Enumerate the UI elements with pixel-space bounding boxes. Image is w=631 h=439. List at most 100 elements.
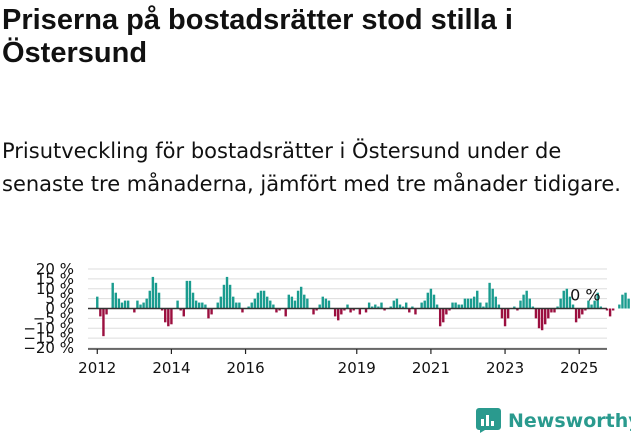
bar xyxy=(324,298,328,309)
bar xyxy=(460,304,464,309)
bar xyxy=(442,308,445,323)
bar xyxy=(179,308,182,311)
bar xyxy=(392,300,396,309)
newsworthy-logo-icon xyxy=(476,408,501,433)
bar xyxy=(207,308,210,319)
bar xyxy=(624,292,627,309)
bar xyxy=(611,308,615,311)
price-change-bar-chart: 20 %15 %10 %5 %0 %−5 %−10 %−15 %−20 % 20… xyxy=(23,260,630,377)
bar xyxy=(500,308,504,319)
bar xyxy=(377,306,380,309)
bar xyxy=(299,286,303,309)
bar xyxy=(380,302,383,309)
x-tick-label: 2016 xyxy=(226,359,264,377)
bar xyxy=(247,306,250,309)
bar xyxy=(414,308,417,315)
bar xyxy=(111,282,114,309)
bar xyxy=(404,302,408,309)
bar xyxy=(318,304,321,309)
bar xyxy=(164,308,167,323)
bar xyxy=(516,308,519,311)
bar xyxy=(176,300,179,309)
bar xyxy=(340,308,343,315)
bar xyxy=(565,288,569,309)
bar xyxy=(584,308,587,311)
bar xyxy=(182,308,185,317)
bar xyxy=(408,308,411,313)
bar xyxy=(423,300,426,309)
bar xyxy=(547,308,550,319)
x-axis-labels: 2012 2014 2016 2019 2021 2023 2025 xyxy=(78,349,598,377)
bar xyxy=(136,300,139,309)
bar xyxy=(235,302,238,309)
bar xyxy=(238,302,241,309)
y-tick-label: −15 % xyxy=(23,329,74,347)
bar xyxy=(151,276,155,309)
bar xyxy=(120,302,124,309)
bar xyxy=(296,290,300,309)
bar xyxy=(256,292,260,309)
bar xyxy=(476,290,479,309)
bar xyxy=(448,308,451,311)
y-tick-label: 5 % xyxy=(45,290,74,308)
bar xyxy=(426,292,430,309)
bar xyxy=(312,308,315,315)
bar xyxy=(337,308,340,321)
bar xyxy=(154,282,158,309)
bar xyxy=(170,308,173,325)
bar xyxy=(219,296,223,309)
bar xyxy=(438,308,442,327)
y-tick-label: 10 % xyxy=(36,280,74,298)
bar xyxy=(568,296,572,309)
bar xyxy=(228,284,232,309)
bar xyxy=(123,300,127,309)
bar xyxy=(105,308,108,315)
bar xyxy=(562,290,565,309)
bar xyxy=(469,298,473,309)
bar xyxy=(556,306,559,309)
x-tick-label: 2023 xyxy=(486,359,524,377)
bar xyxy=(485,302,488,309)
bar xyxy=(420,302,423,309)
bar xyxy=(482,306,485,309)
y-tick-label: −10 % xyxy=(23,319,74,337)
bar xyxy=(126,300,130,309)
bar xyxy=(303,294,306,309)
bar xyxy=(358,308,362,315)
bar xyxy=(574,308,578,323)
bar xyxy=(488,282,491,309)
bar xyxy=(590,304,593,309)
bars xyxy=(96,276,630,337)
bar xyxy=(367,302,371,309)
y-tick-label: 15 % xyxy=(36,270,74,288)
bar xyxy=(411,306,414,309)
bar xyxy=(269,300,272,309)
bar xyxy=(225,276,229,309)
bar xyxy=(241,308,244,313)
bar xyxy=(577,308,581,319)
bar xyxy=(148,290,151,309)
bar xyxy=(383,308,386,311)
bar xyxy=(349,308,352,313)
bar xyxy=(445,308,448,315)
bar xyxy=(315,308,318,311)
gridlines xyxy=(88,268,607,349)
bar xyxy=(429,288,433,309)
bar xyxy=(519,300,522,309)
bar xyxy=(605,308,609,311)
bar xyxy=(479,302,482,309)
bar xyxy=(133,308,136,313)
bar xyxy=(559,298,562,309)
bar xyxy=(494,296,497,309)
bar xyxy=(275,308,278,313)
bar xyxy=(250,302,253,309)
bar xyxy=(371,306,374,309)
bar xyxy=(306,298,309,309)
x-tick-label: 2025 xyxy=(560,359,598,377)
bar xyxy=(321,296,324,309)
bar xyxy=(454,302,457,309)
bar xyxy=(96,296,99,309)
bar xyxy=(528,298,531,309)
bar xyxy=(531,306,535,309)
bar xyxy=(435,304,439,309)
